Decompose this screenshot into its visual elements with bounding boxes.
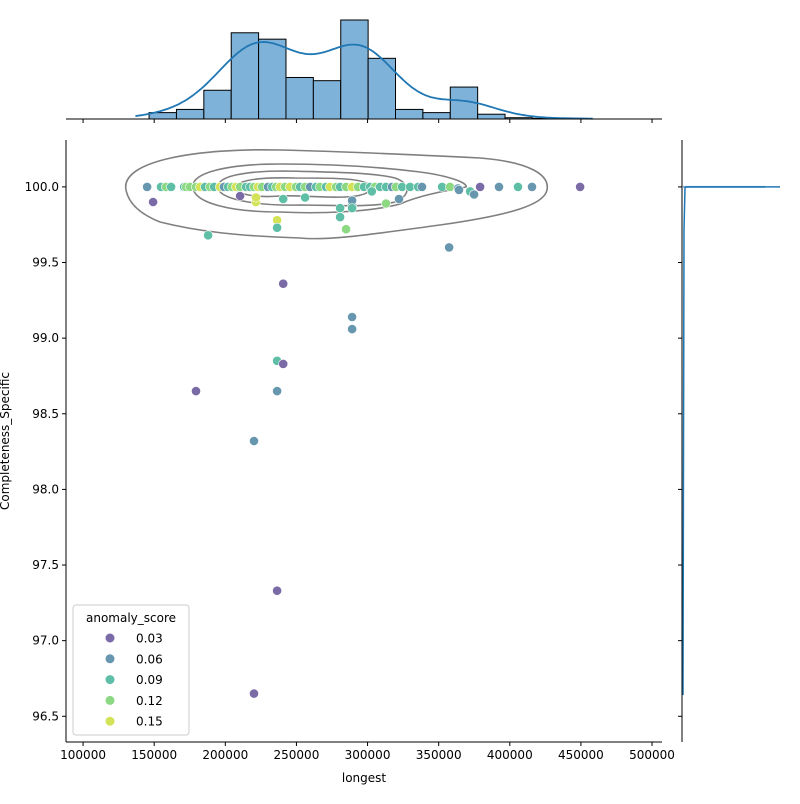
legend-label: 0.03	[136, 632, 163, 646]
x-tick-label: 150000	[131, 748, 177, 762]
x-axis-label: longest	[342, 771, 387, 785]
legend: anomaly_score 0.03 0.06 0.09 0.12 0.15	[72, 604, 190, 736]
legend-label: 0.12	[136, 694, 163, 708]
scatter-point	[394, 194, 404, 204]
scatter-point	[235, 191, 245, 201]
y-tick-label: 97.5	[32, 558, 59, 572]
scatter-point	[494, 181, 504, 192]
histogram-bar	[203, 89, 232, 120]
scatter-point	[444, 242, 454, 253]
scatter-point	[381, 198, 391, 209]
x-tick-label: 200000	[202, 748, 248, 762]
legend-marker	[105, 633, 115, 643]
kde-curve-y	[682, 186, 780, 696]
legend-label: 0.15	[136, 715, 163, 729]
histogram-bar	[477, 113, 506, 120]
histogram-bar	[258, 38, 287, 120]
scatter-points	[142, 181, 585, 699]
scatter-point	[475, 181, 485, 192]
scatter-point	[445, 181, 455, 192]
scatter-point	[347, 312, 357, 322]
scatter-point	[278, 358, 289, 369]
kde-contour-outer	[125, 148, 549, 240]
scatter-point	[347, 203, 357, 213]
legend-label: 0.06	[136, 652, 163, 666]
histogram-bar	[230, 32, 260, 120]
scatter-point	[148, 197, 158, 207]
scatter-point	[335, 203, 345, 213]
histogram-bar	[340, 19, 369, 120]
scatter-point	[575, 181, 585, 192]
scatter-point	[300, 192, 310, 203]
kde-contour-2	[192, 163, 467, 214]
top-marginal-histogram	[66, 19, 662, 123]
scatter-point	[249, 436, 259, 446]
scatter-point	[272, 585, 282, 596]
scatter-point	[454, 184, 464, 195]
scatter-point	[469, 189, 479, 200]
scatter-point	[249, 688, 259, 699]
kde-curve-x	[135, 41, 593, 120]
legend-marker	[105, 716, 115, 726]
scatter-point	[347, 324, 357, 334]
x-tick-label: 100000	[60, 748, 106, 762]
scatter-point	[278, 194, 289, 204]
scatter-point	[335, 212, 345, 222]
legend-frame	[72, 604, 190, 736]
scatter-point	[366, 186, 377, 197]
histogram-bar	[395, 108, 424, 120]
legend-marker	[105, 654, 115, 664]
scatter-point	[527, 181, 537, 192]
y-tick-label: 99.0	[32, 331, 59, 345]
scatter-point	[142, 181, 152, 192]
scatter-point	[272, 386, 282, 396]
x-tick-label: 250000	[274, 748, 320, 762]
y-tick-label: 97.0	[32, 634, 59, 648]
legend-marker	[105, 695, 115, 705]
scatter-point	[272, 222, 282, 233]
legend-marker	[105, 675, 115, 685]
x-tick-label: 500000	[629, 748, 675, 762]
axes: 100000 150000 200000 250000 300000 350000 4000…	[25, 140, 675, 762]
histogram-bar	[285, 76, 314, 120]
scatter-point	[341, 224, 351, 235]
histogram-bar	[312, 80, 342, 120]
legend-label: 0.09	[136, 673, 163, 687]
scatter-point	[417, 181, 427, 192]
y-tick-label: 99.5	[32, 256, 59, 270]
x-tick-label: 300000	[345, 748, 391, 762]
y-axis-label: Completeness_Specific	[0, 372, 12, 510]
scatter-point	[191, 386, 201, 396]
y-tick-label: 98.0	[32, 482, 59, 496]
histogram-bar	[422, 112, 451, 120]
x-tick-label: 400000	[487, 748, 533, 762]
scatter-point	[251, 192, 261, 203]
scatter-point	[166, 181, 176, 192]
y-tick-label: 96.5	[32, 709, 59, 723]
scatter-point	[278, 278, 289, 289]
y-tick-label: 100.0	[25, 180, 59, 194]
x-tick-label: 450000	[558, 748, 604, 762]
histogram-bar	[175, 108, 205, 120]
scatter-point	[513, 181, 523, 192]
legend-title: anomaly_score	[86, 611, 176, 625]
x-tick-label: 350000	[416, 748, 462, 762]
kde-contours	[125, 148, 549, 240]
right-marginal-histogram	[678, 140, 780, 742]
scatter-point	[203, 230, 213, 241]
y-tick-label: 98.5	[32, 407, 59, 421]
